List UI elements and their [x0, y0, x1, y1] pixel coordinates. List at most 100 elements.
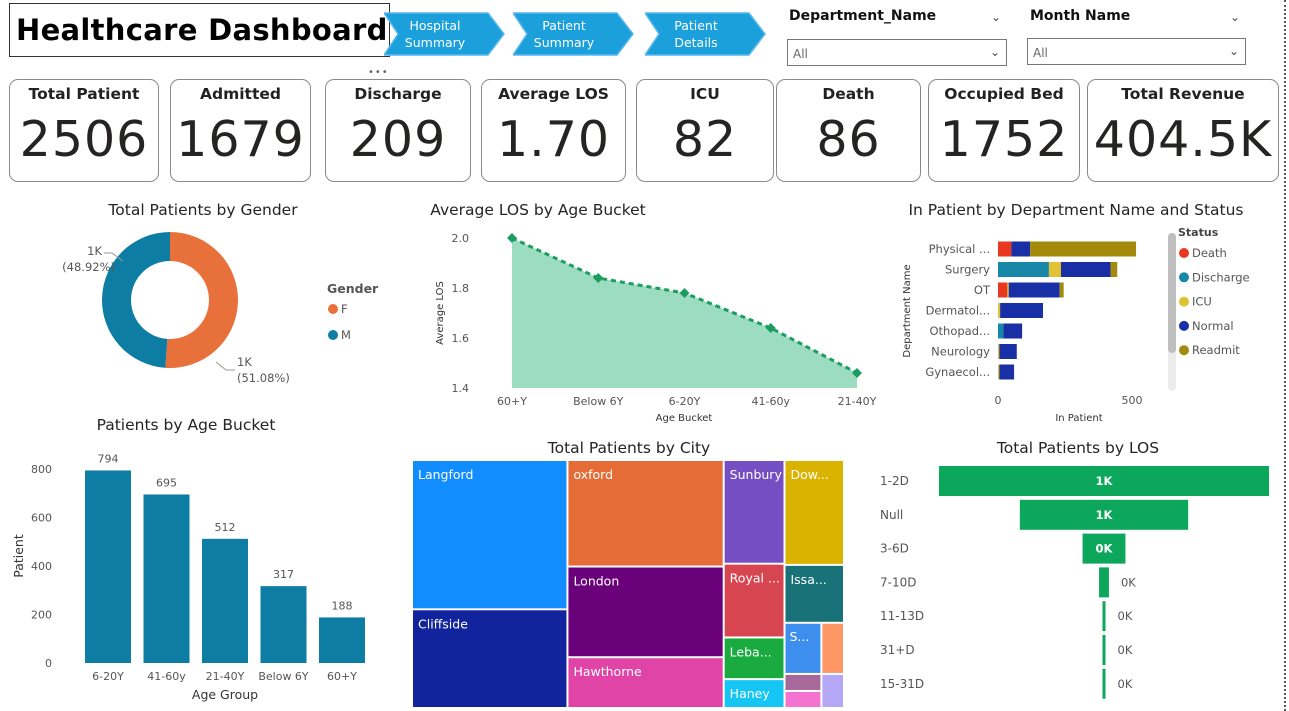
nav-patient-summary-button[interactable]: Patient Summary	[513, 11, 635, 57]
kpi-card-total-patient: Total Patient 2506	[9, 79, 159, 182]
legend-marker-m	[328, 330, 338, 340]
bar-segment-icu	[1048, 262, 1061, 277]
kpi-card-death: Death 86	[776, 79, 921, 182]
nav-patient-details-line2: Details	[674, 35, 718, 50]
los-age-area-chart: 1.4 1.6 1.8 2.0 60+Y Below 6Y 6-20Y 41-60y 21-40…	[435, 232, 877, 424]
page-edge-divider	[1284, 0, 1286, 711]
funnel-bar	[1099, 567, 1109, 598]
y-tick-label: 200	[31, 609, 52, 622]
bar-segment-discharge	[998, 323, 1004, 339]
department-slicer: Department_Name ⌄ All ⌄	[787, 8, 1009, 68]
x-tick-label: Below 6Y	[573, 395, 624, 408]
x-tick-label: 6-20Y	[669, 395, 701, 408]
kpi-label: Total Revenue	[1121, 85, 1245, 103]
chevron-down-icon[interactable]: ⌄	[1230, 10, 1241, 24]
bar-segment-normal	[999, 344, 1017, 359]
y-tick-label: 600	[31, 512, 52, 525]
bar-segment-discharge	[998, 262, 1049, 277]
kpi-label: Death	[822, 85, 875, 103]
y-tick-label: OT	[974, 283, 991, 297]
more-options-icon[interactable]: •••	[368, 67, 389, 78]
funnel-bar	[1102, 668, 1106, 699]
treemap-label: London	[573, 574, 619, 589]
y-tick-label: Surgery	[945, 263, 990, 277]
x-tick-label: 0	[995, 394, 1002, 407]
y-tick-label: 2.0	[452, 232, 470, 245]
kpi-card-icu: ICU 82	[636, 79, 774, 182]
treemap-cell	[724, 680, 784, 707]
kpi-value: 86	[816, 111, 881, 168]
gender-donut-chart: 1K (51.08%) 1K (48.92%) Gender FM	[62, 232, 379, 385]
treemap-cell	[413, 461, 567, 609]
x-axis-title: Age Group	[192, 687, 258, 702]
nav-arrow-shape	[645, 12, 766, 56]
kpi-label: Admitted	[200, 85, 281, 103]
legend-marker-readmit	[1179, 345, 1189, 356]
bar	[143, 494, 190, 663]
bar-segment-normal	[1003, 323, 1023, 339]
bar-segment-normal	[1000, 303, 1044, 318]
kpi-card-discharge: Discharge 209	[325, 79, 471, 182]
city-chart-title: Total Patients by City	[547, 439, 711, 457]
y-tick-label: 800	[31, 463, 52, 476]
treemap-cell	[822, 674, 843, 707]
dept-status-bar-chart: Physical ... Surgery OT Dermatol... Othopad.…	[902, 226, 1250, 424]
department-dropdown[interactable]: All ⌄	[787, 39, 1007, 66]
nav-hospital-summary-button[interactable]: Hospital Summary	[384, 11, 506, 57]
bar-segment-readmit	[1110, 262, 1118, 277]
treemap-cell	[785, 674, 821, 690]
funnel-data-label: 0K	[1118, 609, 1133, 623]
funnel-bar	[1019, 499, 1189, 530]
bar	[202, 538, 248, 663]
x-tick-label: 500	[1122, 394, 1143, 407]
treemap-label: oxford	[573, 467, 613, 482]
funnel-data-label: 0K	[1096, 542, 1114, 556]
y-axis-title: Patient	[11, 534, 26, 578]
data-label-f: 1K	[237, 355, 252, 369]
funnel-bar	[1102, 601, 1106, 632]
data-point	[765, 323, 776, 333]
treemap-label: Leba...	[730, 644, 772, 659]
department-dropdown-value: All	[793, 47, 808, 61]
legend-label-f: F	[341, 302, 348, 316]
funnel-data-label: 1K	[1096, 508, 1114, 522]
y-tick-label: 0	[45, 657, 52, 670]
x-axis-title: In Patient	[1055, 413, 1102, 424]
chevron-down-icon[interactable]: ⌄	[991, 10, 1002, 24]
month-dropdown[interactable]: All ⌄	[1027, 38, 1246, 65]
treemap-cell	[413, 610, 567, 707]
legend-label-discharge: Discharge	[1192, 270, 1250, 284]
kpi-value: 1679	[176, 111, 305, 168]
data-label: 317	[273, 568, 294, 581]
nav-patient-summary-line2: Summary	[533, 35, 595, 50]
y-tick-label: 1.6	[452, 332, 470, 345]
legend-label-icu: ICU	[1192, 295, 1212, 309]
data-pct-f: (51.08%)	[237, 371, 290, 385]
kpi-value: 2506	[19, 111, 149, 168]
x-tick-label: 60+Y	[327, 670, 357, 683]
x-tick-label: 6-20Y	[92, 670, 124, 683]
kpi-card-admitted: Admitted 1679	[170, 79, 311, 182]
treemap-label: Hawthorne	[573, 664, 642, 679]
kpi-card-occupied-bed: Occupied Bed 1752	[928, 79, 1080, 182]
bar-segment-normal	[999, 364, 1015, 380]
funnel-category-label: 7-10D	[880, 575, 916, 589]
treemap-cell	[785, 461, 843, 564]
x-tick-label: 41-60y	[752, 395, 791, 408]
nav-arrow-shape	[513, 12, 634, 56]
treemap-cell	[785, 565, 843, 622]
treemap-label: S...	[789, 629, 809, 644]
nav-patient-details-button[interactable]: Patient Details	[645, 11, 767, 57]
area-fill	[512, 238, 857, 388]
data-point	[593, 273, 604, 283]
department-slicer-label: Department_Name	[789, 8, 937, 24]
bar-segment-icu	[1007, 282, 1009, 298]
treemap-label: Sunbury	[730, 467, 783, 482]
y-tick-label: 400	[31, 560, 52, 573]
kpi-value: 1.70	[496, 111, 611, 168]
dept-status-chart-title: In Patient by Department Name and Status	[908, 201, 1244, 219]
bar-segment-death	[998, 282, 1008, 298]
nav-hospital-line1: Hospital	[409, 18, 461, 33]
bar	[260, 586, 307, 663]
x-axis-title: Age Bucket	[656, 413, 713, 424]
